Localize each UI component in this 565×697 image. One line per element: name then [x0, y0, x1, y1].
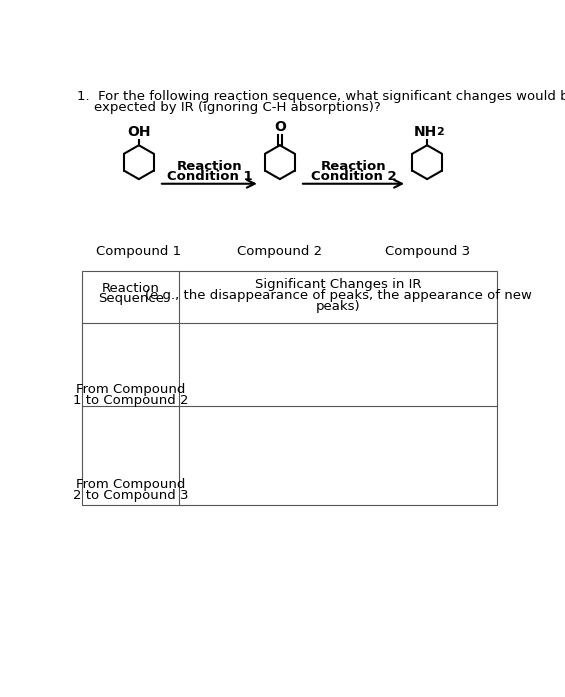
Text: Compound 2: Compound 2 [237, 245, 323, 259]
Text: Condition 1: Condition 1 [167, 170, 252, 183]
Text: 1 to Compound 2: 1 to Compound 2 [73, 394, 189, 407]
Text: Compound 1: Compound 1 [96, 245, 181, 259]
Text: Reaction: Reaction [176, 160, 242, 173]
Text: Reaction: Reaction [321, 160, 386, 173]
Bar [82, 270, 497, 505]
Text: (e.g., the disappearance of peaks, the appearance of new: (e.g., the disappearance of peaks, the a… [145, 289, 532, 302]
Text: 1.  For the following reaction sequence, what significant changes would be: 1. For the following reaction sequence, … [77, 90, 565, 102]
Text: expected by IR (ignoring C-H absorptions)?: expected by IR (ignoring C-H absorptions… [77, 100, 381, 114]
Text: 2 to Compound 3: 2 to Compound 3 [73, 489, 189, 502]
Text: peaks): peaks) [316, 300, 360, 313]
Text: Sequence: Sequence [98, 292, 164, 305]
Text: 2: 2 [436, 127, 444, 137]
Text: NH: NH [414, 125, 437, 139]
Text: O: O [274, 121, 286, 135]
Text: Reaction: Reaction [102, 282, 160, 295]
Text: OH: OH [127, 125, 151, 139]
Text: Compound 3: Compound 3 [385, 245, 470, 259]
Text: From Compound: From Compound [76, 478, 185, 491]
Text: Significant Changes in IR: Significant Changes in IR [255, 278, 421, 291]
Text: From Compound: From Compound [76, 383, 185, 396]
Text: Condition 2: Condition 2 [311, 170, 396, 183]
